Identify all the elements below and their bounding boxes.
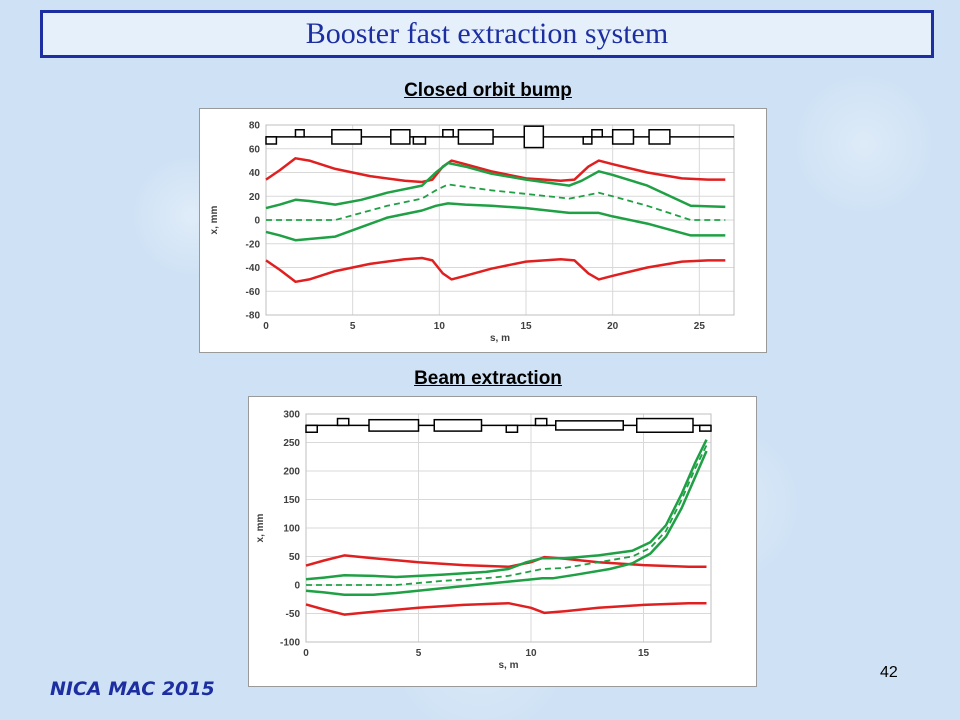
chart-2-y-tick-label: 0 (294, 581, 300, 592)
chart-1-x-tick-label: 10 (434, 321, 446, 332)
chart-2-y-tick-label: 300 (283, 410, 300, 421)
chart-2-magnet-element (636, 417, 694, 433)
chart-2-heading: Beam extraction (414, 368, 562, 389)
chart-1-y-axis-label: x, mm (209, 205, 220, 234)
chart-2-y-tick-label: -100 (280, 638, 300, 649)
chart-2-y-tick-label: 250 (283, 438, 300, 449)
chart-2-magnet-element (368, 418, 420, 432)
chart-1-magnet-element (265, 136, 278, 145)
chart-1-magnet-element (412, 136, 427, 145)
chart-2-y-axis-label: x, mm (255, 513, 266, 542)
chart-2-x-tick-label: 15 (638, 648, 650, 659)
chart-2-magnet-element (336, 417, 350, 427)
chart-1-magnet-element (294, 129, 305, 138)
chart-1-x-axis-label: s, m (490, 333, 510, 344)
chart-2-envelope-line (305, 554, 707, 569)
chart-2-envelope-line (305, 601, 707, 616)
chart-1-y-tick-label: -40 (246, 263, 261, 274)
chart-1-magnet-element (390, 129, 411, 145)
chart-2-magnet-element (555, 420, 624, 431)
chart-1-magnet-element (523, 125, 545, 149)
chart-2-x-axis-label: s, m (498, 660, 518, 671)
chart-2-magnet-element (305, 424, 318, 433)
chart-2-y-tick-label: 150 (283, 495, 300, 506)
chart-1-y-tick-label: -60 (246, 287, 261, 298)
chart-1-magnet-element (648, 129, 671, 145)
chart-1-x-tick-label: 0 (263, 321, 269, 332)
chart-1-envelope-line (265, 161, 726, 210)
chart-1-y-tick-label: 20 (249, 192, 261, 203)
chart-2-magnet-element (433, 418, 483, 432)
chart-1-y-tick-label: 60 (249, 144, 261, 155)
slide-title: Booster fast extraction system (305, 17, 669, 50)
chart-2-magnet-element (534, 417, 548, 427)
chart-1-magnet-element (442, 129, 454, 138)
chart-1-magnet-element (591, 129, 604, 138)
chart-1-envelope-line (265, 157, 726, 184)
chart-1-magnet-element (331, 129, 363, 145)
chart-1-y-tick-label: 40 (249, 168, 261, 179)
chart-2-envelope-line (305, 450, 708, 596)
chart-2-x-tick-label: 0 (303, 648, 309, 659)
chart-2-magnet-element (505, 424, 519, 433)
chart-1-y-tick-label: 80 (249, 121, 261, 132)
chart-1-y-tick-label: -80 (246, 311, 261, 322)
chart-2-magnet-element (699, 424, 712, 432)
chart-1-magnet-element (611, 129, 635, 145)
chart-2-y-tick-label: 50 (289, 552, 301, 563)
chart-1-x-tick-label: 15 (520, 321, 532, 332)
chart-1-x-tick-label: 5 (350, 321, 356, 332)
slide-title-box: Booster fast extraction system (40, 10, 934, 58)
chart-1-y-tick-label: -20 (246, 239, 261, 250)
chart-1-panel: 80 60 40 20 0 -20 -40 -60 -80 0 5 10 15 20 25 s, m x, mm (199, 108, 767, 353)
chart-1-heading: Closed orbit bump (404, 80, 572, 101)
chart-2-plot-area (305, 413, 712, 643)
chart-2-envelope-line (305, 439, 708, 581)
chart-2-panel: 300 250 200 150 100 50 0 -50 -100 0 5 10 15 s, m x, mm (248, 396, 757, 687)
chart-1-magnet-element (457, 129, 494, 145)
chart-2-y-tick-label: 200 (283, 467, 300, 478)
chart-1-x-tick-label: 25 (694, 321, 706, 332)
chart-1-envelope-line (265, 202, 726, 242)
chart-2-x-tick-label: 5 (416, 648, 422, 659)
chart-2-x-tick-label: 10 (525, 648, 537, 659)
chart-2-y-tick-label: 100 (283, 524, 300, 535)
chart-1-x-tick-label: 20 (607, 321, 619, 332)
footer-nica-mac: NICA MAC 2015 (50, 678, 215, 700)
chart-1-magnet-element (582, 136, 593, 145)
chart-2-y-tick-label: -50 (286, 609, 301, 620)
chart-2-orbit-line (306, 444, 708, 586)
chart-1-y-tick-label: 0 (254, 216, 260, 227)
chart-1-envelope-line (265, 256, 726, 284)
chart-1-orbit-line (266, 183, 726, 221)
page-number: 42 (880, 664, 898, 681)
